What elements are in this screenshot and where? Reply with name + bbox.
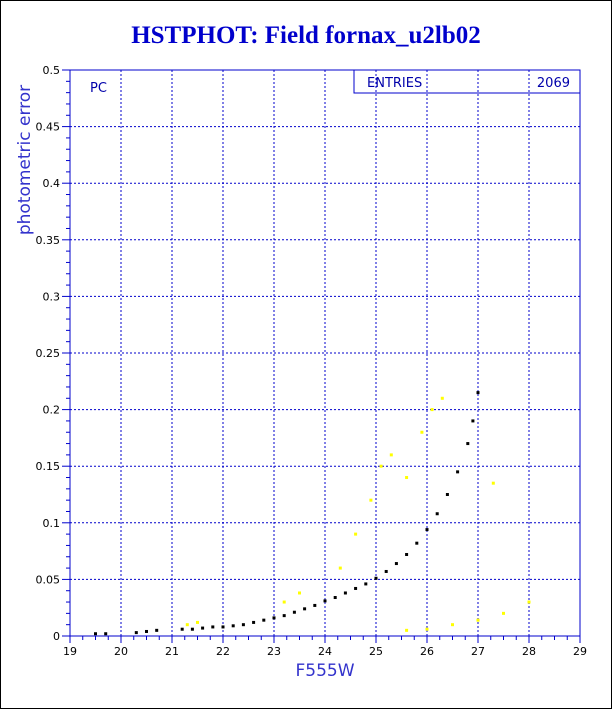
data-point [415,541,419,545]
data-point [435,512,439,516]
data-point [155,628,159,632]
data-point [313,603,317,607]
stats-box [353,69,581,94]
data-point [221,625,225,629]
x-tick-label: 25 [369,645,383,658]
data-point [384,569,388,573]
y-tick-label: 0.15 [36,460,61,473]
x-tick-label: 26 [420,645,434,658]
data-points [94,391,531,636]
secondary-data-point [440,396,444,400]
data-point [354,586,358,590]
secondary-data-point [354,532,358,536]
data-point [201,626,205,630]
stats-entries-label: ENTRIES [367,76,422,91]
y-tick-label: 0.1 [43,517,61,530]
data-point [303,607,307,611]
grid-lines [70,70,580,636]
y-tick-label: 0.35 [36,234,61,247]
y-tick-label: 0.45 [36,121,61,134]
secondary-data-point [430,408,434,412]
x-tick-label: 23 [267,645,281,658]
data-point [374,576,378,580]
secondary-data-point [185,623,189,627]
x-axis-label: F555W [295,661,354,681]
data-point [425,528,429,532]
data-point [394,562,398,566]
data-point [231,624,235,628]
data-point [262,618,266,622]
y-tick-labels: 0 0.05 0.1 0.15 0.2 0.25 0.3 0.35 0.4 0.45 0.5 [36,64,61,643]
secondary-data-point [405,476,409,480]
secondary-data-point [476,618,480,622]
secondary-data-point [379,464,383,468]
data-point [364,582,368,586]
data-point [471,419,475,423]
x-tick-label: 28 [522,645,536,658]
data-point [104,632,108,636]
data-point [190,627,194,631]
y-tick-label: 0.3 [43,290,61,303]
data-point [134,631,138,635]
y-tick-label: 0.25 [36,347,61,360]
secondary-data-point [451,623,454,627]
y-tick-label: 0.2 [43,404,61,417]
secondary-data-point [420,430,424,434]
x-tick-label: 22 [216,645,230,658]
secondary-data-point [369,498,373,502]
data-point [241,623,245,627]
data-point [445,493,449,496]
secondary-data-point [491,481,495,485]
data-point [252,620,256,624]
y-tick-label: 0.4 [43,177,61,190]
x-tick-label: 27 [471,645,485,658]
x-tick-label: 21 [165,645,179,658]
data-point [405,552,409,556]
data-point [94,632,97,636]
tick-marks [62,69,581,643]
data-point [476,391,480,395]
y-axis-label: photometric error [15,85,35,235]
x-tick-label: 29 [573,645,587,658]
secondary-data-point [196,620,199,624]
secondary-data-point [502,611,505,615]
y-tick-label: 0.5 [43,64,61,77]
data-point [343,591,347,595]
x-tick-label: 20 [114,645,128,658]
data-point [456,470,460,474]
data-point [466,442,470,446]
x-tick-labels: 19 20 21 22 23 24 25 26 27 28 29 [63,645,587,658]
data-point [333,596,337,600]
stats-entries-value: 2069 [537,76,570,91]
data-point [323,599,327,603]
secondary-data-point [282,600,286,604]
pc-annotation: PC [90,81,107,96]
secondary-data-point [389,453,393,457]
x-tick-label: 24 [318,645,332,658]
secondary-data-point [338,566,342,570]
y-tick-label: 0 [53,630,60,643]
data-point [292,610,296,614]
chart-title: HSTPHOT: Field fornax_u2lb02 [131,22,481,49]
secondary-data-point [405,628,409,632]
data-point [272,616,276,620]
x-tick-label: 19 [63,645,77,658]
data-point [180,627,184,631]
data-point [282,614,286,618]
y-tick-label: 0.05 [36,573,61,586]
secondary-data-point [425,627,429,631]
secondary-data-point [527,600,531,604]
secondary-data-point [298,591,301,595]
data-point [211,625,215,629]
data-point [145,629,148,633]
